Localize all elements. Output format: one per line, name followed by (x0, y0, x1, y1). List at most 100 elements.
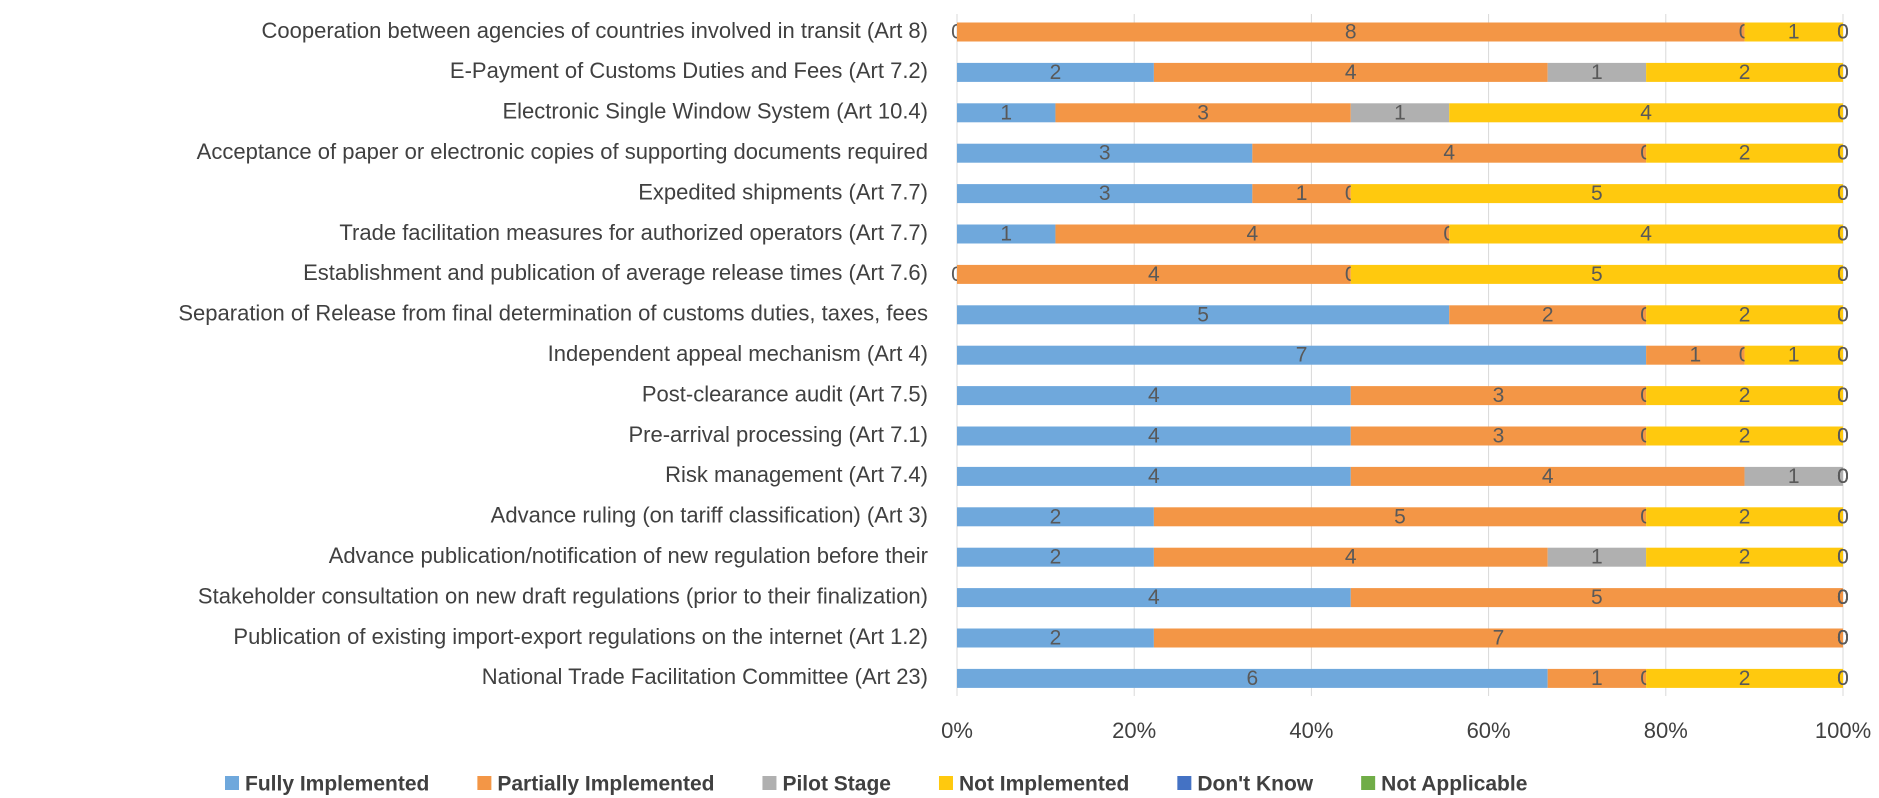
bar-segment (957, 426, 1351, 446)
category-label: Pre-arrival processing (Art 7.1) (628, 422, 928, 447)
legend-swatch (1177, 776, 1192, 790)
legend-label: Not Implemented (959, 773, 1129, 796)
x-tick-label: 80% (1644, 718, 1688, 743)
value-label: 2 (1050, 505, 1062, 528)
bar-segment (957, 668, 1548, 688)
bar-segment (957, 466, 1351, 486)
category-label: Risk management (Art 7.4) (665, 462, 928, 487)
value-label: 0 (1837, 425, 1849, 448)
value-label: 0 (1837, 344, 1849, 367)
value-label: 0 (1837, 182, 1849, 205)
value-label: 4 (1148, 425, 1160, 448)
value-label: 3 (1099, 182, 1111, 205)
bar-segment (1744, 345, 1843, 365)
value-label: 2 (1542, 303, 1554, 326)
bar-segment (1055, 224, 1450, 244)
legend-swatch (225, 776, 239, 790)
value-label: 1 (1591, 61, 1603, 84)
category-label: Electronic Single Window System (Art 10.… (503, 99, 929, 124)
value-label: 3 (1493, 425, 1505, 448)
bar-segment (1646, 62, 1843, 82)
bar-segment (1547, 668, 1647, 688)
value-label: 0 (1837, 586, 1849, 609)
value-label: 1 (1394, 101, 1406, 124)
category-label: E-Payment of Customs Duties and Fees (Ar… (450, 58, 928, 83)
legend-label: Don't Know (1197, 773, 1313, 796)
bar-segment (1350, 386, 1647, 406)
value-label: 0 (1837, 505, 1849, 528)
category-label: Establishment and publication of average… (303, 260, 928, 285)
legend-swatch (762, 776, 777, 790)
x-tick-label: 0% (941, 718, 973, 743)
bar-segment (957, 588, 1351, 608)
category-label: Separation of Release from final determi… (178, 301, 928, 326)
value-label: 3 (1197, 101, 1209, 124)
x-tick-label: 60% (1467, 718, 1511, 743)
value-label: 0 (1837, 101, 1849, 124)
value-label: 0 (1837, 627, 1849, 650)
value-label: 4 (1640, 223, 1652, 246)
bar-segment (957, 103, 1056, 123)
value-label: 0 (1837, 546, 1849, 569)
value-label: 0 (1837, 667, 1849, 690)
value-label: 0 (1837, 263, 1849, 286)
bar-segment (1153, 628, 1843, 648)
value-label: 8 (1345, 21, 1357, 44)
value-label: 0 (1837, 303, 1849, 326)
value-label: 5 (1591, 263, 1603, 286)
value-label: 1 (1689, 344, 1701, 367)
legend-swatch (1361, 776, 1376, 790)
bar-segment (1646, 345, 1745, 365)
bar-segment (957, 547, 1154, 567)
value-label: 0 (1837, 586, 1849, 609)
bar-segment (1350, 588, 1843, 608)
value-label: 0 (1837, 465, 1849, 488)
bar-segment (1449, 103, 1843, 123)
bar-segment (957, 386, 1351, 406)
value-label: 0 (1837, 384, 1849, 407)
category-label: Independent appeal mechanism (Art 4) (548, 341, 928, 366)
value-label: 5 (1394, 505, 1406, 528)
value-label: 0 (1837, 61, 1849, 84)
legend-label: Fully Implemented (245, 773, 429, 796)
bar-segment (1449, 224, 1843, 244)
bar-segment (957, 507, 1154, 527)
bar-segment (957, 22, 1745, 42)
value-label: 0 (1837, 61, 1849, 84)
bar-segment (1744, 22, 1843, 42)
bar-segment (1449, 305, 1647, 325)
value-label: 0 (1837, 627, 1849, 650)
category-label: Advance publication/notification of new … (329, 543, 928, 568)
bar-segment (957, 184, 1253, 204)
bar-segment (1055, 103, 1351, 123)
value-label: 2 (1739, 61, 1751, 84)
value-label: 0 (1837, 182, 1849, 205)
value-label: 0 (1837, 223, 1849, 246)
bar-segment (1350, 103, 1450, 123)
bar-segment (1350, 426, 1647, 446)
value-label: 1 (1000, 223, 1012, 246)
bar-segment (1350, 264, 1843, 284)
legend-label: Not Applicable (1381, 773, 1527, 796)
category-label: Post-clearance audit (Art 7.5) (642, 381, 928, 406)
value-label: 4 (1345, 61, 1357, 84)
value-label: 5 (1591, 586, 1603, 609)
category-label: Acceptance of paper or electronic copies… (197, 139, 928, 164)
value-label: 4 (1148, 465, 1160, 488)
category-label: National Trade Facilitation Committee (A… (482, 664, 928, 689)
value-label: 2 (1739, 303, 1751, 326)
value-label: 0 (1837, 505, 1849, 528)
value-label: 2 (1739, 425, 1751, 448)
x-tick-label: 40% (1289, 718, 1333, 743)
value-label: 0 (1837, 465, 1849, 488)
value-label: 3 (1099, 142, 1111, 165)
value-label: 0 (1837, 586, 1849, 609)
value-label: 0 (1837, 263, 1849, 286)
value-label: 0 (1837, 586, 1849, 609)
value-label: 7 (1296, 344, 1308, 367)
value-label: 2 (1050, 61, 1062, 84)
bar-segment (1646, 305, 1843, 325)
value-label: 0 (1837, 425, 1849, 448)
bar-segment (1547, 547, 1647, 567)
